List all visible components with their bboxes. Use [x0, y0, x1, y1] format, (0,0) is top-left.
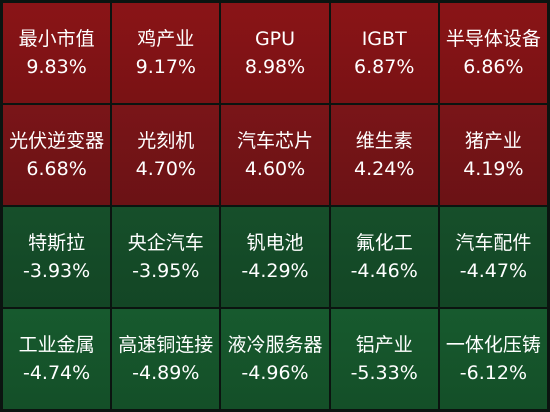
sector-change: -6.12% — [459, 361, 527, 384]
heatmap-cell[interactable]: 央企汽车 -3.95% — [112, 207, 220, 307]
sector-change: 9.17% — [135, 55, 196, 78]
sector-name: 半导体设备 — [445, 27, 541, 50]
sector-change: 6.87% — [354, 55, 415, 78]
sector-name: 一体化压铸 — [445, 333, 541, 356]
sector-change: 4.70% — [135, 157, 196, 180]
heatmap-cell[interactable]: 光伏逆变器 6.68% — [3, 105, 111, 205]
heatmap-cell[interactable]: 最小市值 9.83% — [3, 3, 111, 103]
sector-change: -4.74% — [22, 361, 91, 384]
sector-name: 鸡产业 — [137, 27, 195, 50]
sector-name: 高速铜连接 — [118, 333, 214, 356]
heatmap-cell[interactable]: IGBT 6.87% — [330, 3, 438, 103]
sector-name: IGBT — [361, 27, 407, 50]
sector-change: 6.86% — [463, 55, 524, 78]
sector-name: 氟化工 — [355, 231, 413, 254]
heatmap-cell[interactable]: 鸡产业 9.17% — [112, 3, 220, 103]
sector-name: 铝产业 — [355, 333, 413, 356]
heatmap-cell[interactable]: 一体化压铸 -6.12% — [439, 309, 547, 409]
heatmap-cell[interactable]: 汽车配件 -4.47% — [439, 207, 547, 307]
heatmap-cell[interactable]: 汽车芯片 4.60% — [221, 105, 329, 205]
sector-name: 光刻机 — [137, 129, 195, 152]
sector-change: -3.93% — [22, 259, 91, 282]
heatmap-cell[interactable]: 光刻机 4.70% — [112, 105, 220, 205]
sector-heatmap: 最小市值 9.83% 鸡产业 9.17% GPU 8.98% IGBT 6.87… — [3, 3, 547, 409]
heatmap-cell[interactable]: 工业金属 -4.74% — [3, 309, 111, 409]
sector-name: 汽车芯片 — [236, 129, 313, 152]
heatmap-cell[interactable]: 半导体设备 6.86% — [439, 3, 547, 103]
sector-change: -5.33% — [350, 361, 418, 384]
sector-change: 4.60% — [244, 157, 306, 180]
heatmap-cell[interactable]: 维生素 4.24% — [330, 105, 438, 205]
sector-name: 工业金属 — [18, 333, 95, 356]
sector-change: -4.29% — [241, 259, 309, 282]
heatmap-cell[interactable]: 猪产业 4.19% — [439, 105, 547, 205]
sector-name: 光伏逆变器 — [9, 129, 105, 152]
sector-name: GPU — [254, 27, 296, 50]
sector-name: 最小市值 — [18, 27, 95, 50]
sector-name: 特斯拉 — [28, 231, 86, 254]
sector-change: -4.96% — [241, 361, 309, 384]
sector-name: 液冷服务器 — [227, 333, 323, 356]
sector-change: -4.89% — [132, 361, 200, 384]
sector-name: 钒电池 — [246, 231, 304, 254]
sector-change: 8.98% — [244, 55, 306, 78]
sector-name: 猪产业 — [464, 129, 522, 152]
sector-change: 4.24% — [354, 157, 415, 180]
sector-change: 4.19% — [463, 157, 524, 180]
sector-change: 9.83% — [26, 55, 87, 78]
sector-change: 6.68% — [26, 157, 87, 180]
heatmap-cell[interactable]: 铝产业 -5.33% — [330, 309, 438, 409]
sector-change: -4.46% — [350, 259, 418, 282]
sector-name: 汽车配件 — [455, 231, 532, 254]
heatmap-cell[interactable]: 液冷服务器 -4.96% — [221, 309, 329, 409]
heatmap-cell[interactable]: 钒电池 -4.29% — [221, 207, 329, 307]
heatmap-cell[interactable]: 特斯拉 -3.93% — [3, 207, 111, 307]
sector-name: 央企汽车 — [127, 231, 204, 254]
heatmap-cell[interactable]: 氟化工 -4.46% — [330, 207, 438, 307]
sector-change: -4.47% — [459, 259, 527, 282]
sector-change: -3.95% — [132, 259, 200, 282]
sector-name: 维生素 — [355, 129, 413, 152]
heatmap-cell[interactable]: GPU 8.98% — [221, 3, 329, 103]
heatmap-cell[interactable]: 高速铜连接 -4.89% — [112, 309, 220, 409]
